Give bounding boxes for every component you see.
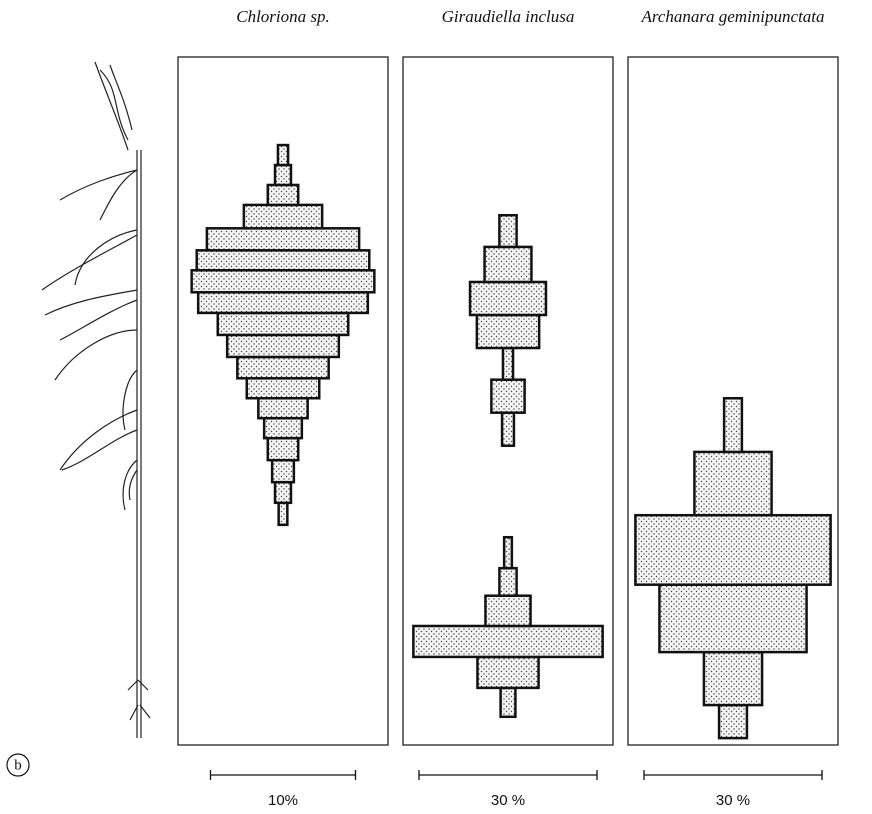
scale-label: 30 % xyxy=(716,792,750,809)
scale-label: 10% xyxy=(268,792,298,809)
bar xyxy=(724,398,742,452)
bar xyxy=(503,348,513,380)
panel-title: Archanara geminipunctata xyxy=(640,7,824,26)
bar xyxy=(491,380,524,413)
bar xyxy=(477,315,539,348)
bar xyxy=(501,688,516,717)
bar xyxy=(207,228,359,250)
bar xyxy=(470,282,546,315)
bar xyxy=(192,270,375,292)
bar xyxy=(477,657,538,688)
bar xyxy=(218,313,349,335)
bar xyxy=(499,215,516,247)
bar xyxy=(278,145,288,165)
bar xyxy=(279,503,288,525)
panel-label: b xyxy=(14,757,22,773)
bar xyxy=(485,596,530,626)
bar xyxy=(247,378,320,398)
bar xyxy=(704,652,762,705)
bar xyxy=(719,705,747,738)
bar xyxy=(237,357,328,378)
bar xyxy=(275,165,291,185)
bar xyxy=(485,247,532,282)
panel-title: Giraudiella inclusa xyxy=(442,7,575,26)
bar xyxy=(198,292,368,313)
plant-drawing xyxy=(42,62,150,738)
bar xyxy=(227,335,339,357)
bar xyxy=(197,250,370,270)
bar xyxy=(499,568,516,596)
bar xyxy=(659,585,806,652)
bar xyxy=(504,537,512,568)
bar xyxy=(258,398,307,418)
bar xyxy=(502,413,514,446)
bar xyxy=(635,515,830,584)
bar xyxy=(413,626,602,657)
chart: b Chloriona sp. 10% Giraudiella inclusa 30 … xyxy=(0,0,872,814)
bar xyxy=(268,438,298,460)
scale-label: 30 % xyxy=(491,792,525,809)
panel-title: Chloriona sp. xyxy=(236,7,330,26)
bar xyxy=(694,452,771,515)
bar xyxy=(275,482,291,503)
bar xyxy=(268,185,298,205)
bar xyxy=(244,205,322,228)
bar xyxy=(272,460,294,482)
bar xyxy=(264,418,302,438)
